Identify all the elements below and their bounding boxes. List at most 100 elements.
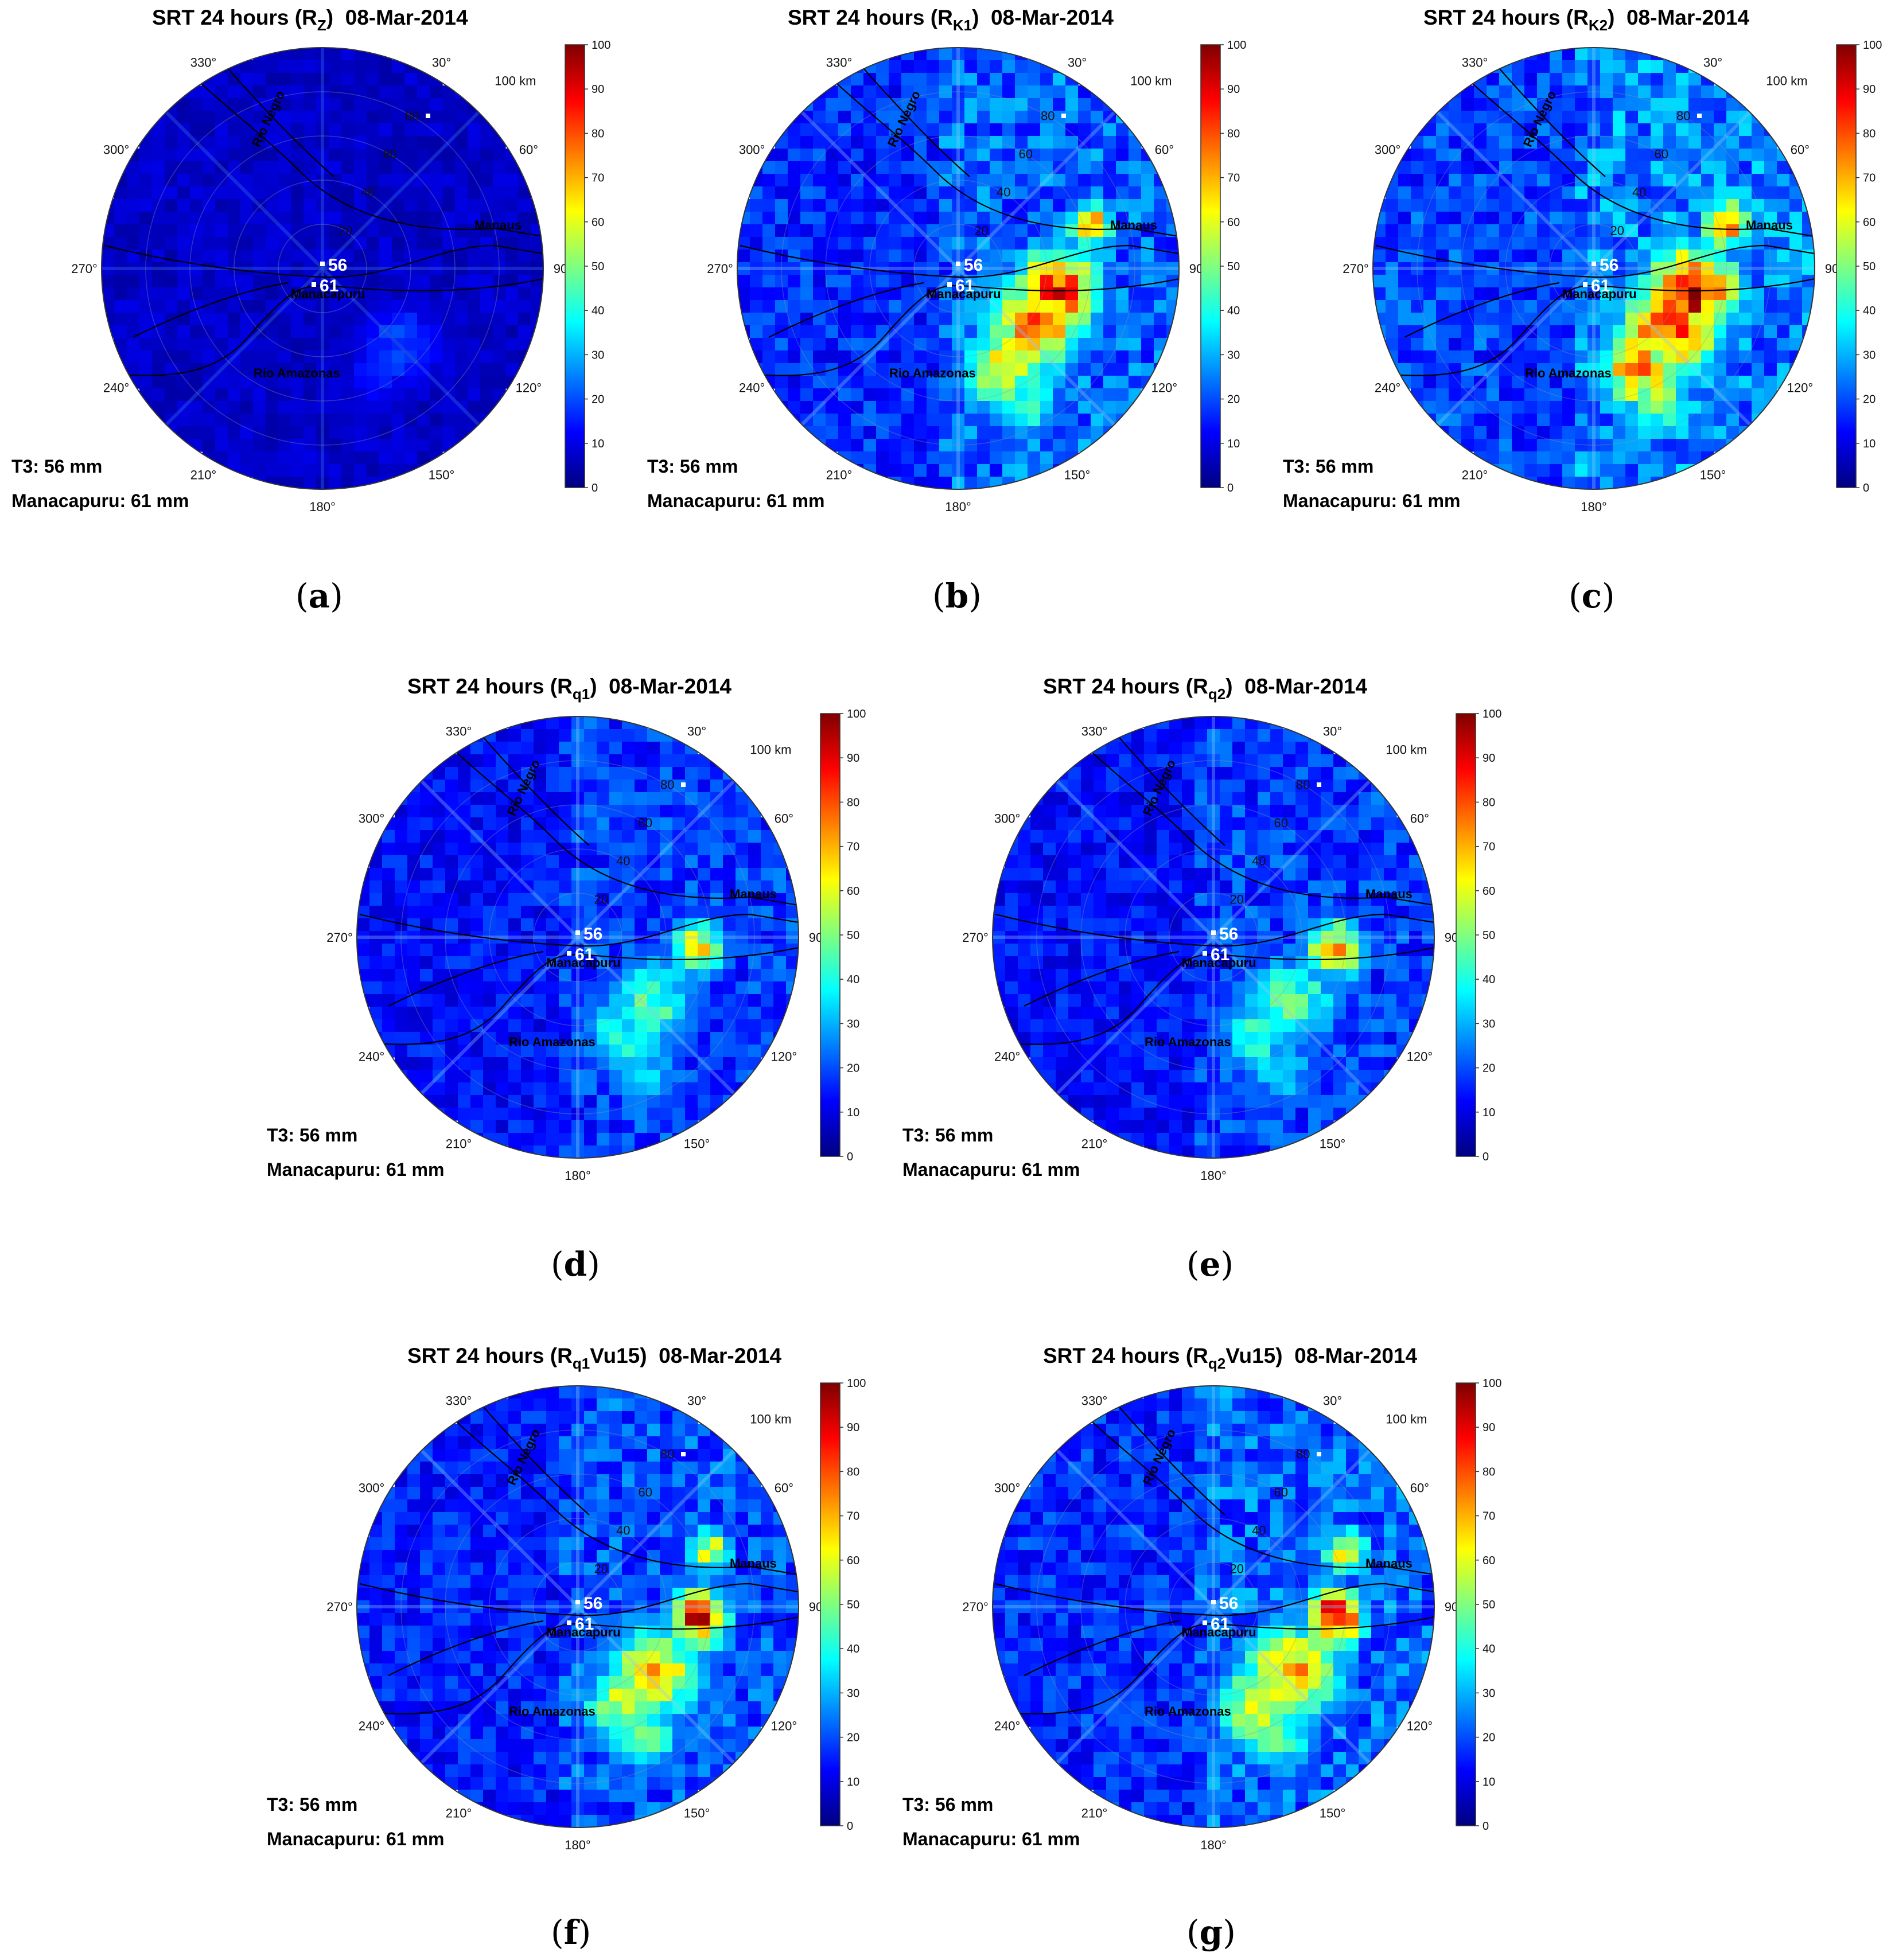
rain-cell <box>800 136 814 149</box>
rain-cell <box>1129 313 1142 326</box>
rain-cell <box>723 969 736 982</box>
rain-cell <box>1157 918 1170 932</box>
rain-cell <box>710 906 723 919</box>
rain-cell <box>672 956 686 969</box>
rain-cell <box>1714 338 1727 351</box>
rain-cell <box>367 287 380 301</box>
rain-cell <box>863 451 877 465</box>
rain-cell <box>1106 906 1119 919</box>
rain-cell <box>1575 48 1588 61</box>
rain-cell <box>1053 161 1066 174</box>
rain-cell <box>278 451 291 465</box>
rain-cell <box>748 893 761 906</box>
rain-cell <box>736 1070 749 1083</box>
rain-cell <box>534 1007 547 1020</box>
rain-cell <box>1321 817 1334 831</box>
rain-cell <box>367 149 380 162</box>
rain-cell <box>1726 250 1740 263</box>
rain-cell <box>597 1095 610 1108</box>
rain-cell <box>1512 401 1525 414</box>
rain-cell <box>939 287 952 301</box>
rain-cell <box>559 880 572 894</box>
rain-cell <box>876 300 889 313</box>
rain-cell <box>723 956 736 969</box>
rain-cell <box>1562 60 1575 73</box>
rain-cell <box>584 817 597 831</box>
rain-cell <box>1764 224 1777 237</box>
rain-cell <box>977 250 990 263</box>
title-date: 08-Mar-2014 <box>1244 675 1367 698</box>
rain-cell <box>660 981 673 995</box>
rain-cell <box>139 376 153 389</box>
rain-cell <box>1308 805 1321 818</box>
rain-cell <box>433 918 446 932</box>
rain-cell <box>1651 111 1664 124</box>
rain-cell <box>939 439 952 452</box>
rain-cell <box>1103 186 1116 200</box>
rain-cell <box>1638 174 1651 187</box>
rain-cell <box>609 767 622 780</box>
rain-cell <box>1575 313 1588 326</box>
rain-cell <box>1550 199 1563 212</box>
rain-cell <box>417 287 430 301</box>
rain-cell <box>1119 767 1132 780</box>
rain-cell <box>534 754 547 767</box>
rain-cell <box>1764 250 1777 263</box>
rain-cell <box>291 224 304 237</box>
rain-cell <box>1550 149 1563 162</box>
rain-cell <box>1081 780 1094 793</box>
rain-cell <box>914 363 927 376</box>
rain-cell <box>800 388 814 402</box>
rain-cell <box>215 212 228 225</box>
rain-cell <box>672 868 686 881</box>
rain-cell <box>597 742 610 755</box>
rain-cell <box>1396 994 1410 1007</box>
rain-cell <box>266 186 279 200</box>
rain-cell <box>433 1032 446 1045</box>
rain-cell <box>597 754 610 767</box>
rain-cell <box>901 186 915 200</box>
rain-cell <box>1065 414 1079 427</box>
rain-cell <box>1245 716 1258 730</box>
rain-cell <box>1258 767 1271 780</box>
rain-cell <box>468 325 481 338</box>
rain-cell <box>736 893 749 906</box>
rain-cell <box>1714 414 1727 427</box>
rain-cell <box>496 1133 509 1146</box>
rain-cell <box>1194 994 1208 1007</box>
rain-cell <box>1081 893 1094 906</box>
rain-cell <box>1129 186 1142 200</box>
rain-cell <box>1600 136 1613 149</box>
range-ring <box>1417 91 1771 446</box>
rain-cell <box>685 931 698 944</box>
rain-cell <box>240 98 254 111</box>
rain-cell <box>1002 60 1015 73</box>
rain-cell <box>266 401 279 414</box>
rain-cell <box>1726 212 1740 225</box>
rain-cell <box>395 1019 408 1032</box>
rain-cell <box>1028 325 1041 338</box>
rain-cell <box>964 85 978 99</box>
rain-cell <box>190 275 203 288</box>
rain-cell <box>1220 981 1233 995</box>
azimuth-label: 240° <box>103 381 130 395</box>
rain-cell <box>609 1145 622 1158</box>
rain-cell <box>433 1082 446 1096</box>
rain-cell <box>1701 275 1714 288</box>
rain-cell <box>228 186 241 200</box>
rain-cell <box>750 262 763 275</box>
rain-cell <box>228 136 241 149</box>
rain-cell <box>203 414 216 427</box>
t3-accumulation-label: T3: 56 mm <box>647 456 738 477</box>
rain-cell <box>710 805 723 818</box>
rain-cell <box>1499 149 1512 162</box>
rain-cell <box>1232 742 1246 755</box>
rain-cell <box>736 1007 749 1020</box>
rain-cell <box>775 149 788 162</box>
rain-cell <box>291 174 304 187</box>
rain-cell <box>291 426 304 439</box>
rain-cell <box>1575 414 1588 427</box>
rain-cell <box>304 477 317 489</box>
rain-cell <box>622 944 635 957</box>
rain-cell <box>1283 767 1296 780</box>
